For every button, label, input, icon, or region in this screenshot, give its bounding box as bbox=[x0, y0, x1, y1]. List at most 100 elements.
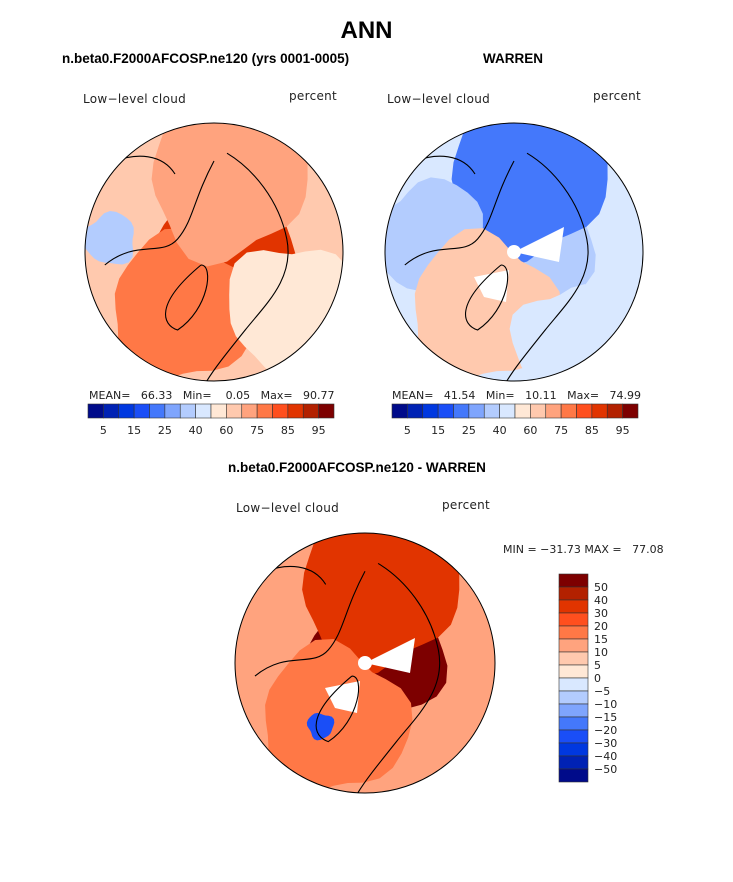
missing-data-greenland bbox=[474, 270, 509, 302]
map-region-siberia bbox=[302, 533, 460, 678]
colorbar-box bbox=[514, 403, 531, 419]
colorbar-box bbox=[558, 625, 589, 640]
colorbar-box bbox=[118, 403, 135, 419]
colorbar-box bbox=[558, 664, 589, 679]
colorbar-tick-label: 50 bbox=[594, 581, 608, 594]
colorbar-box bbox=[241, 403, 258, 419]
colorbar-tick-label: 40 bbox=[594, 594, 608, 607]
colorbar-tick-label: 40 bbox=[493, 424, 507, 437]
map-field bbox=[85, 123, 343, 381]
map-region-siberia bbox=[151, 123, 308, 267]
coastline bbox=[356, 562, 441, 793]
coastline bbox=[254, 571, 366, 677]
colorbar-box bbox=[530, 403, 547, 419]
colorbar-box bbox=[453, 403, 470, 419]
colorbar-box bbox=[407, 403, 424, 419]
coastline bbox=[505, 152, 589, 381]
colorbar-box bbox=[558, 638, 589, 653]
colorbar-box bbox=[302, 403, 319, 419]
panel-1-units-label: percent bbox=[289, 89, 338, 103]
colorbar-tick-label: 75 bbox=[554, 424, 568, 437]
map-region-north-atlantic bbox=[265, 639, 413, 793]
colorbar-tick-label: 60 bbox=[523, 424, 537, 437]
colorbar-tick-label: −40 bbox=[594, 750, 617, 763]
colorbar-box bbox=[195, 403, 212, 419]
missing-data-pole bbox=[358, 656, 372, 670]
colorbar-box bbox=[558, 677, 589, 692]
main-title: ANN bbox=[340, 17, 393, 44]
colorbar-box bbox=[164, 403, 181, 419]
colorbar-tick-label: −30 bbox=[594, 737, 617, 750]
map-region-siberia bbox=[451, 123, 608, 267]
colorbar-tick-label: 95 bbox=[616, 424, 630, 437]
colorbar-box bbox=[179, 403, 196, 419]
colorbar-tick-label: 15 bbox=[127, 424, 141, 437]
colorbar-box bbox=[576, 403, 593, 419]
colorbar-box bbox=[133, 403, 150, 419]
colorbar-tick-label: 85 bbox=[281, 424, 295, 437]
colorbar-box bbox=[558, 716, 589, 731]
colorbar-box bbox=[226, 403, 243, 419]
colorbar-tick-label: −50 bbox=[594, 763, 617, 776]
colorbar-box bbox=[558, 690, 589, 705]
missing-data-pole bbox=[507, 245, 521, 259]
colorbar-tick-label: −20 bbox=[594, 724, 617, 737]
colorbar-tick-label: 85 bbox=[585, 424, 599, 437]
panel-3-title: n.beta0.F2000AFCOSP.ne120 - WARREN bbox=[228, 460, 486, 475]
colorbar-tick-label: 15 bbox=[431, 424, 445, 437]
colorbar-tick-label: 5 bbox=[100, 424, 107, 437]
colorbar-box bbox=[558, 755, 589, 770]
panel-3-stats: MIN = −31.73 MAX = 77.08 bbox=[503, 543, 664, 556]
coastline bbox=[104, 160, 215, 266]
coastline bbox=[404, 160, 515, 266]
panel-2-map bbox=[384, 122, 644, 382]
panel-2-stats: MEAN= 41.54 Min= 10.11 Max= 74.99 bbox=[392, 389, 642, 402]
colorbar-box bbox=[558, 651, 589, 666]
coastline bbox=[205, 152, 289, 381]
colorbar-tick-label: 60 bbox=[219, 424, 233, 437]
map-boundary bbox=[84, 122, 344, 382]
colorbar-box bbox=[560, 403, 577, 419]
panel-1-title: n.beta0.F2000AFCOSP.ne120 (yrs 0001-0005… bbox=[62, 51, 350, 66]
panel-2-units-label: percent bbox=[593, 89, 642, 103]
colorbar-box bbox=[558, 768, 589, 783]
colorbar-box bbox=[558, 703, 589, 718]
panel-3-map bbox=[234, 532, 496, 794]
colorbar-box bbox=[558, 573, 589, 588]
colorbar-box bbox=[256, 403, 273, 419]
map-region-greenland-south bbox=[306, 712, 335, 741]
colorbar-tick-label: 20 bbox=[594, 620, 608, 633]
colorbar-tick-label: −15 bbox=[594, 711, 617, 724]
colorbar-tick-label: 5 bbox=[594, 659, 601, 672]
colorbar-box bbox=[468, 403, 485, 419]
colorbar-box bbox=[622, 403, 639, 419]
colorbar-box bbox=[103, 403, 120, 419]
colorbar-box bbox=[558, 612, 589, 627]
colorbar-box bbox=[422, 403, 439, 419]
missing-data-wedge bbox=[514, 227, 564, 262]
colorbar-box bbox=[483, 403, 500, 419]
colorbar-box bbox=[558, 729, 589, 744]
colorbar-tick-label: 75 bbox=[250, 424, 264, 437]
colorbar-tick-label: 30 bbox=[594, 607, 608, 620]
coastline bbox=[315, 675, 360, 743]
coastline bbox=[465, 264, 509, 331]
panel-1-variable-label: Low−level cloud bbox=[83, 92, 187, 106]
map-field bbox=[235, 533, 495, 793]
map-region-north-america-west bbox=[85, 211, 134, 265]
colorbar-tick-label: 25 bbox=[462, 424, 476, 437]
colorbar-box bbox=[318, 403, 335, 419]
colorbar-tick-label: −5 bbox=[594, 685, 610, 698]
panel-2-variable-label: Low−level cloud bbox=[387, 92, 491, 106]
colorbar-box bbox=[149, 403, 166, 419]
colorbar-tick-label: 0 bbox=[594, 672, 601, 685]
panel-2-colorbar: 5 15 25 40 60 75 85 95 bbox=[391, 403, 639, 437]
panel-1-map bbox=[84, 122, 344, 382]
colorbar-box bbox=[606, 403, 623, 419]
map-region-north-atlantic bbox=[114, 228, 262, 381]
missing-data-greenland bbox=[325, 681, 360, 713]
panel-1-stats: MEAN= 66.33 Min= 0.05 Max= 90.77 bbox=[89, 389, 335, 402]
panel-1-colorbar: 5 15 25 40 60 75 85 95 bbox=[87, 403, 335, 437]
panel-3-units-label: percent bbox=[442, 498, 491, 512]
